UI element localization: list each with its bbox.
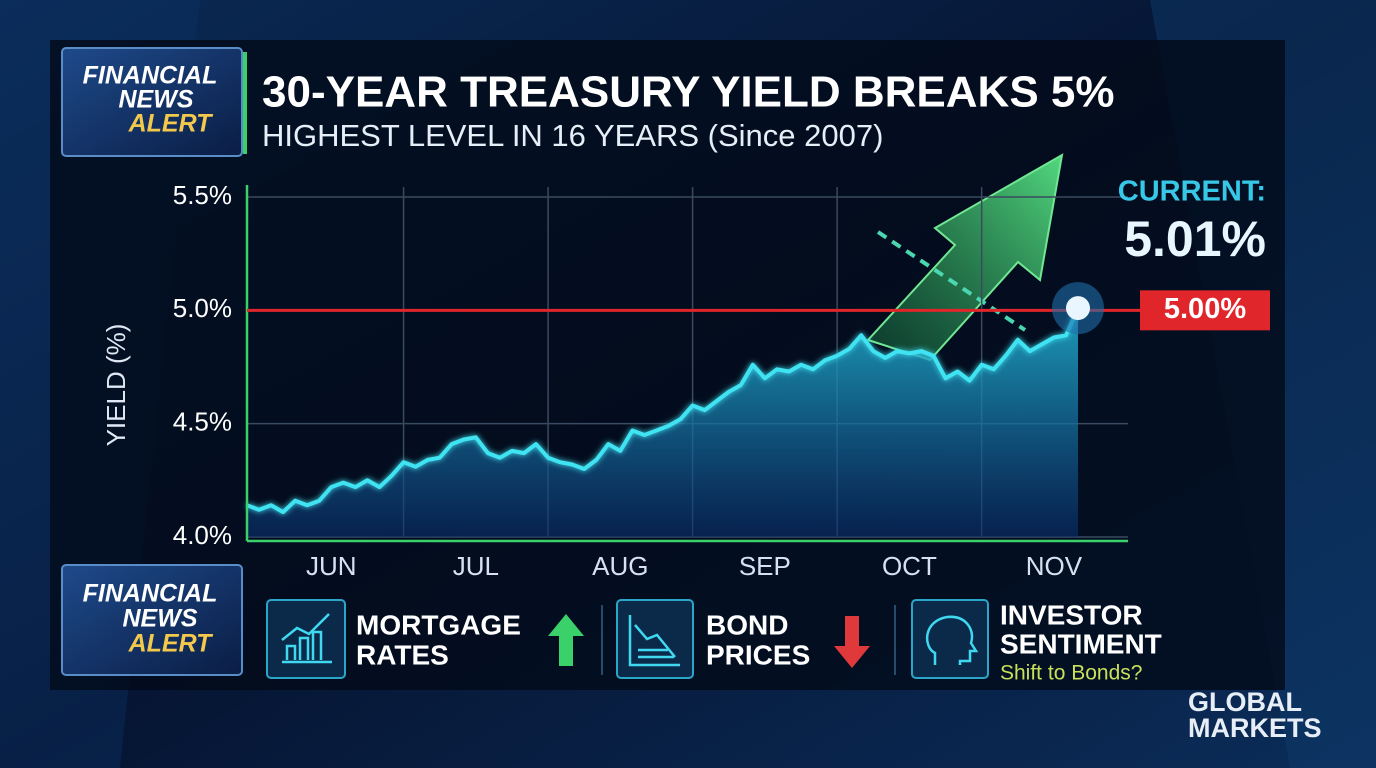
footer: GLOBAL <box>1188 687 1302 717</box>
indicator: MORTGAGE RATES <box>266 599 584 679</box>
logo-top: FINANCIAL NEWS ALERT <box>61 47 243 157</box>
chart-title: 30-YEAR TREASURY YIELD BREAKS 5% <box>262 68 1115 117</box>
arrow-down <box>834 616 870 668</box>
x-tick-label: SEP <box>739 551 791 581</box>
logo-line: ALERT <box>128 630 215 658</box>
title-accent <box>243 52 247 154</box>
x-tick-label: JUL <box>453 551 499 581</box>
indicator: INVESTOR SENTIMENT Shift to Bonds? <box>911 599 1162 685</box>
logo-line: NEWS <box>123 605 198 633</box>
y-tick-label: 4.0% <box>173 520 232 550</box>
logo-line: ALERT <box>128 110 215 138</box>
y-tick-label: 4.5% <box>173 407 232 437</box>
trend-arrow <box>866 153 1064 362</box>
y-tick-label: 5.5% <box>173 180 232 210</box>
current-value: 5.01% <box>1124 211 1266 267</box>
arrow-up <box>548 614 584 666</box>
icon-box <box>616 599 694 679</box>
logo-bottom: FINANCIAL NEWS ALERT <box>61 564 243 676</box>
endpoint <box>1066 296 1090 321</box>
indicator-text: SENTIMENT <box>1000 628 1162 659</box>
x-tick-label: JUN <box>306 551 357 581</box>
indicator-text: PRICES <box>706 639 810 670</box>
plot: 4.0% 4.5% 5.0% 5.5% 5.00% JUN JUL AUG SEP OCT NOV <box>173 180 1270 581</box>
x-tick-label: AUG <box>592 551 648 581</box>
indicator: BOND PRICES <box>616 599 870 679</box>
indicator-text: MORTGAGE <box>356 609 521 640</box>
reference-label-box <box>1140 290 1270 331</box>
logo-box <box>61 47 243 157</box>
icon-box <box>911 599 989 679</box>
line <box>246 307 1080 515</box>
logo-line: FINANCIAL <box>83 580 218 608</box>
indicator-text: RATES <box>356 639 449 670</box>
current-label: CURRENT: <box>1118 176 1266 208</box>
footer: MARKETS <box>1188 713 1322 743</box>
y-axis-label: YIELD (%) <box>101 324 131 447</box>
icon <box>925 615 979 665</box>
trend-dash <box>876 230 1027 332</box>
indicator-text: BOND <box>706 609 788 640</box>
chart-subtitle: HIGHEST LEVEL IN 16 YEARS (Since 2007) <box>262 118 883 153</box>
logo-line: NEWS <box>119 86 194 114</box>
x-tick-label: NOV <box>1026 551 1083 581</box>
x-tick-label: OCT <box>882 551 937 581</box>
indicator-note: Shift to Bonds? <box>1000 662 1142 685</box>
icon <box>281 613 332 664</box>
main-panel <box>50 40 1285 690</box>
y-tick-label: 5.0% <box>173 293 232 323</box>
reference-label: 5.00% <box>1164 293 1246 325</box>
logo-box <box>61 564 243 676</box>
area <box>247 308 1078 537</box>
icon <box>628 615 680 667</box>
logo-line: FINANCIAL <box>83 62 218 90</box>
indicator-text: INVESTOR <box>1000 599 1143 630</box>
